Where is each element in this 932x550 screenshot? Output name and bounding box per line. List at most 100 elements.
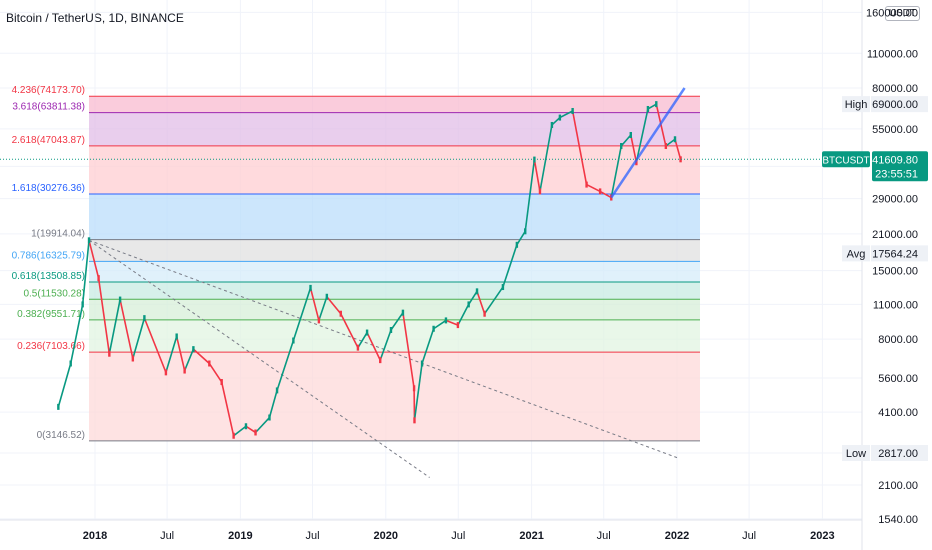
price-tag-value-bg (871, 96, 928, 113)
price-segment (119, 299, 134, 359)
price-tag-name: High (845, 99, 868, 111)
price-point (515, 241, 519, 248)
y-tick-label: 15000.00 (872, 266, 918, 278)
price-point (483, 310, 486, 317)
y-tick-label: 2100.00 (878, 480, 918, 492)
price-series (57, 101, 682, 439)
price-point (275, 387, 279, 394)
price-point (81, 301, 84, 308)
price-point (118, 296, 122, 303)
fib-label: 0.618(13508.85) (12, 271, 85, 282)
x-tick-label: 2018 (83, 530, 107, 542)
price-point (131, 355, 135, 362)
x-tick-label: 2023 (810, 530, 834, 542)
price-segment (390, 312, 404, 331)
price-segment (674, 139, 682, 160)
uptrend-line-stroke[interactable] (610, 87, 686, 199)
price-point (309, 284, 312, 291)
price-segment (379, 329, 392, 361)
price-point (254, 429, 257, 436)
price-point (673, 136, 677, 143)
current-price-badge-bg (872, 151, 928, 182)
price-segment (413, 363, 423, 421)
fib-labels: 4.236(74173.70) 3.618(63811.38) 2.618(4704… (12, 85, 85, 441)
price-segment (366, 332, 381, 361)
price-segment (192, 348, 210, 365)
price-point (192, 346, 195, 353)
x-tick-label: 2019 (228, 530, 252, 542)
x-tick-label: Jul (451, 530, 465, 542)
price-point (558, 114, 562, 121)
price-point (244, 423, 248, 430)
x-tick-label: 2022 (665, 530, 689, 542)
y-tick-label: 1540.00 (878, 514, 918, 526)
price-point (175, 333, 178, 340)
price-point (467, 301, 470, 308)
price-segment (483, 286, 504, 315)
price-point (292, 337, 295, 344)
currency-badge[interactable]: USDT (884, 6, 920, 21)
price-tag-bg (842, 445, 870, 461)
price-segment (254, 416, 271, 434)
fib-label: 2.618(47043.87) (12, 135, 85, 146)
price-point (679, 156, 682, 163)
price-segment (402, 312, 415, 389)
price-labels: High 69000.00 Avg 17564.24 Low 2817.00 BTCUSDT… (822, 96, 928, 461)
price-point (413, 417, 416, 424)
price-point (365, 329, 369, 336)
fib-zone (89, 112, 700, 146)
price-segment (183, 348, 195, 371)
y-tick-label: 4100.00 (878, 407, 918, 419)
price-segment (502, 244, 518, 288)
price-segment (69, 304, 84, 364)
price-point (585, 181, 588, 188)
fib-zone (89, 145, 700, 194)
fib-zones (89, 96, 700, 441)
price-segment (571, 110, 588, 185)
price-segment (457, 304, 470, 326)
price-point (401, 309, 405, 316)
price-segment (143, 317, 167, 373)
price-segment (476, 291, 486, 314)
fib-label: 0(3146.52) (37, 430, 85, 441)
price-segment (559, 110, 573, 119)
price-segment (586, 183, 601, 193)
price-point (620, 143, 623, 150)
fib-label: 0.786(16325.79) (12, 250, 85, 261)
price-point (655, 101, 658, 108)
x-tick-label: Jul (742, 530, 756, 542)
y-tick-label: 80000.00 (872, 83, 918, 95)
y-tick-label: 29000.00 (872, 194, 918, 206)
price-segment (551, 116, 561, 126)
fib-zone (89, 282, 700, 300)
price-tag-bg (842, 245, 870, 262)
fib-zone (89, 239, 700, 262)
price-point (412, 385, 416, 392)
fib-zone (89, 352, 700, 441)
price-segment (445, 319, 459, 326)
price-segment (357, 332, 368, 349)
price-segment (165, 336, 178, 373)
price-segment (233, 425, 247, 437)
price-point (629, 131, 632, 138)
price-segment (467, 290, 478, 305)
price-point (232, 432, 235, 439)
x-tick-label: 2020 (374, 530, 398, 542)
price-segment (175, 336, 186, 371)
price-tag-value-bg (871, 245, 928, 262)
symbol-badge: BTCUSDT (822, 155, 869, 166)
y-tick-label: 8000.00 (878, 334, 918, 346)
price-point (571, 107, 574, 114)
x-tick-label: Jul (160, 530, 174, 542)
price-point (456, 322, 460, 329)
price-segment (647, 103, 657, 110)
fib-label: 1.618(30276.36) (12, 183, 85, 194)
fib-zone (89, 261, 700, 283)
price-segment (610, 145, 623, 198)
fib-zone (89, 193, 700, 240)
price-segment (340, 313, 359, 349)
fib-label: 0.236(7103.66) (17, 341, 85, 352)
price-segment (81, 240, 90, 305)
price-segment (208, 363, 223, 383)
